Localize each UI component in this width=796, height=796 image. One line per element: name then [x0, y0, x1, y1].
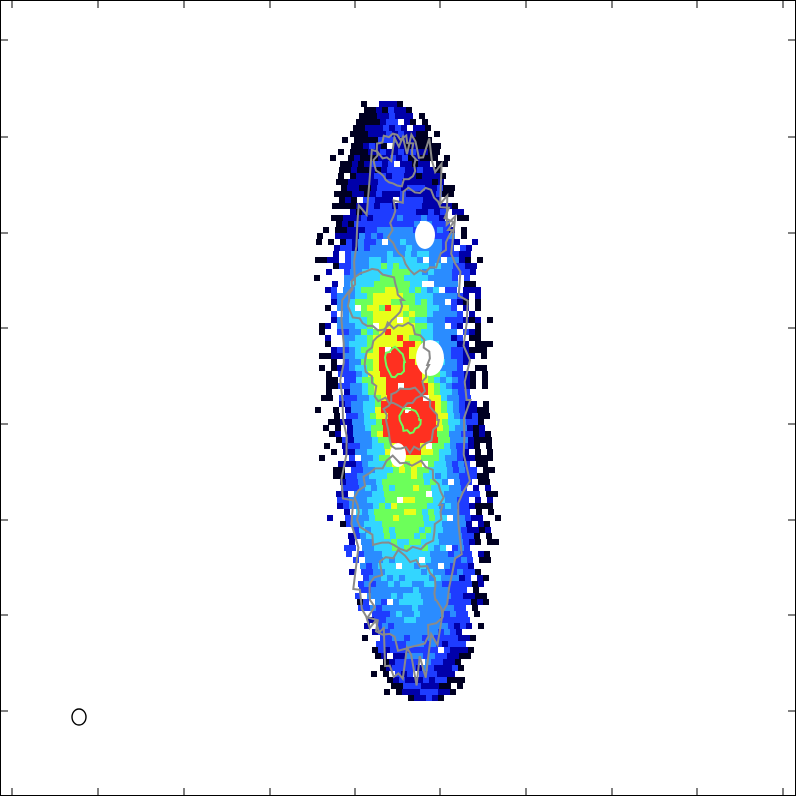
contour-line [346, 267, 407, 332]
beam-ellipse [71, 708, 87, 726]
intensity-contours [339, 131, 472, 686]
contour-line [398, 407, 422, 435]
contour-line [406, 410, 419, 426]
contour-line [363, 320, 431, 410]
emission-pixel-map [314, 101, 501, 701]
contour-line [339, 131, 472, 686]
contour-line [353, 454, 445, 553]
contour-line [365, 548, 444, 653]
contour-line [382, 386, 440, 456]
contour-line [383, 345, 407, 379]
contour-line [386, 186, 456, 276]
contour-line [372, 132, 419, 188]
